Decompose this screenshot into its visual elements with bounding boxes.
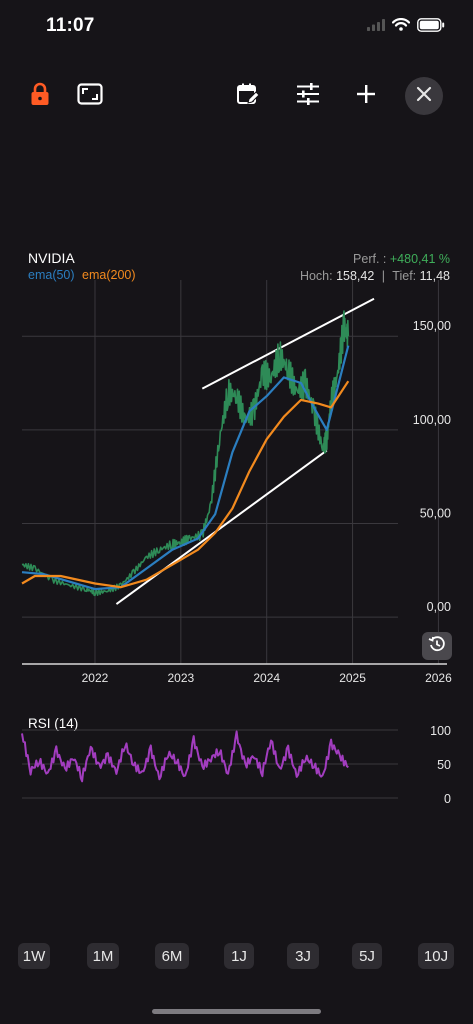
y-tick-label: 50,00 bbox=[420, 507, 451, 521]
close-icon bbox=[416, 86, 432, 107]
fullscreen-button[interactable] bbox=[72, 78, 108, 114]
home-indicator bbox=[152, 1009, 321, 1014]
y-tick-label: 100,00 bbox=[413, 413, 451, 427]
reset-zoom-button[interactable] bbox=[422, 632, 452, 660]
x-tick-label: 2025 bbox=[339, 671, 366, 685]
price-chart[interactable]: 2022 2023 2024 2025 2026 0,00 50,00 100,00 150,0… bbox=[0, 280, 473, 690]
plus-icon bbox=[357, 84, 375, 108]
rsi-chart[interactable]: RSI (14) 100 50 0 bbox=[0, 712, 473, 808]
status-time: 11:07 bbox=[46, 15, 95, 36]
settings-sliders-button[interactable] bbox=[290, 78, 326, 114]
range-button-5j[interactable]: 5J bbox=[352, 943, 382, 969]
sliders-icon bbox=[296, 82, 320, 110]
low-label: Tief: bbox=[392, 269, 417, 283]
lock-icon bbox=[30, 82, 50, 111]
trendline bbox=[115, 449, 328, 605]
series-line-1 bbox=[21, 345, 350, 591]
signal-icon bbox=[367, 18, 385, 36]
series-line-2 bbox=[21, 380, 350, 589]
trendline bbox=[201, 297, 375, 390]
fullscreen-icon bbox=[77, 82, 103, 110]
rsi-label: RSI (14) bbox=[28, 716, 78, 731]
series-line-0 bbox=[21, 310, 350, 597]
add-button[interactable] bbox=[348, 78, 384, 114]
rsi-tick-label: 0 bbox=[444, 792, 451, 806]
rsi-tick-label: 50 bbox=[437, 758, 451, 772]
performance: Perf. : +480,41 % bbox=[353, 252, 450, 266]
x-tick-label: 2022 bbox=[82, 671, 109, 685]
history-icon bbox=[428, 635, 446, 658]
range-button-10j[interactable]: 10J bbox=[418, 943, 454, 969]
calendar-edit-button[interactable] bbox=[230, 78, 266, 114]
range-button-6m[interactable]: 6M bbox=[155, 943, 189, 969]
perf-value: +480,41 % bbox=[389, 252, 450, 266]
time-range-selector: 1W 1M 6M 1J 3J 5J 10J bbox=[0, 943, 473, 969]
x-tick-label: 2023 bbox=[167, 671, 194, 685]
status-icons bbox=[367, 16, 445, 38]
rsi-tick-label: 100 bbox=[430, 724, 451, 738]
legend-ema50: ema(50) bbox=[28, 268, 75, 282]
chart-title: NVIDIA bbox=[28, 250, 75, 266]
chart-legend: ema(50) ema(200) bbox=[28, 268, 136, 282]
close-button[interactable] bbox=[405, 77, 443, 115]
lock-button[interactable] bbox=[22, 78, 58, 114]
y-tick-label: 0,00 bbox=[427, 600, 451, 614]
high-value: 158,42 bbox=[336, 269, 375, 283]
calendar-edit-icon bbox=[236, 82, 260, 111]
x-tick-label: 2024 bbox=[253, 671, 280, 685]
legend-ema200: ema(200) bbox=[82, 268, 136, 282]
battery-icon bbox=[417, 17, 445, 37]
range-button-1w[interactable]: 1W bbox=[18, 943, 50, 969]
high-low-separator: | bbox=[381, 269, 386, 283]
range-button-3j[interactable]: 3J bbox=[287, 943, 319, 969]
range-button-1j[interactable]: 1J bbox=[224, 943, 254, 969]
low-value: 11,48 bbox=[419, 269, 450, 283]
high-label: Hoch: bbox=[299, 269, 333, 283]
x-tick-label: 2026 bbox=[425, 671, 452, 685]
rsi-line bbox=[21, 730, 349, 783]
wifi-icon bbox=[391, 18, 411, 36]
high-low: Hoch: 158,42 | Tief: 11,48 bbox=[300, 269, 450, 283]
y-tick-label: 150,00 bbox=[413, 319, 451, 333]
perf-label: Perf. : bbox=[353, 252, 387, 266]
range-button-1m[interactable]: 1M bbox=[87, 943, 119, 969]
